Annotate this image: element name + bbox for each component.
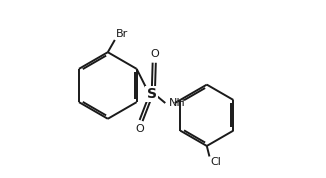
Text: O: O xyxy=(136,124,145,134)
Text: O: O xyxy=(151,49,159,59)
Text: S: S xyxy=(147,87,156,101)
Text: Br: Br xyxy=(116,29,128,39)
Text: NH: NH xyxy=(169,98,186,108)
Text: Cl: Cl xyxy=(210,157,221,167)
